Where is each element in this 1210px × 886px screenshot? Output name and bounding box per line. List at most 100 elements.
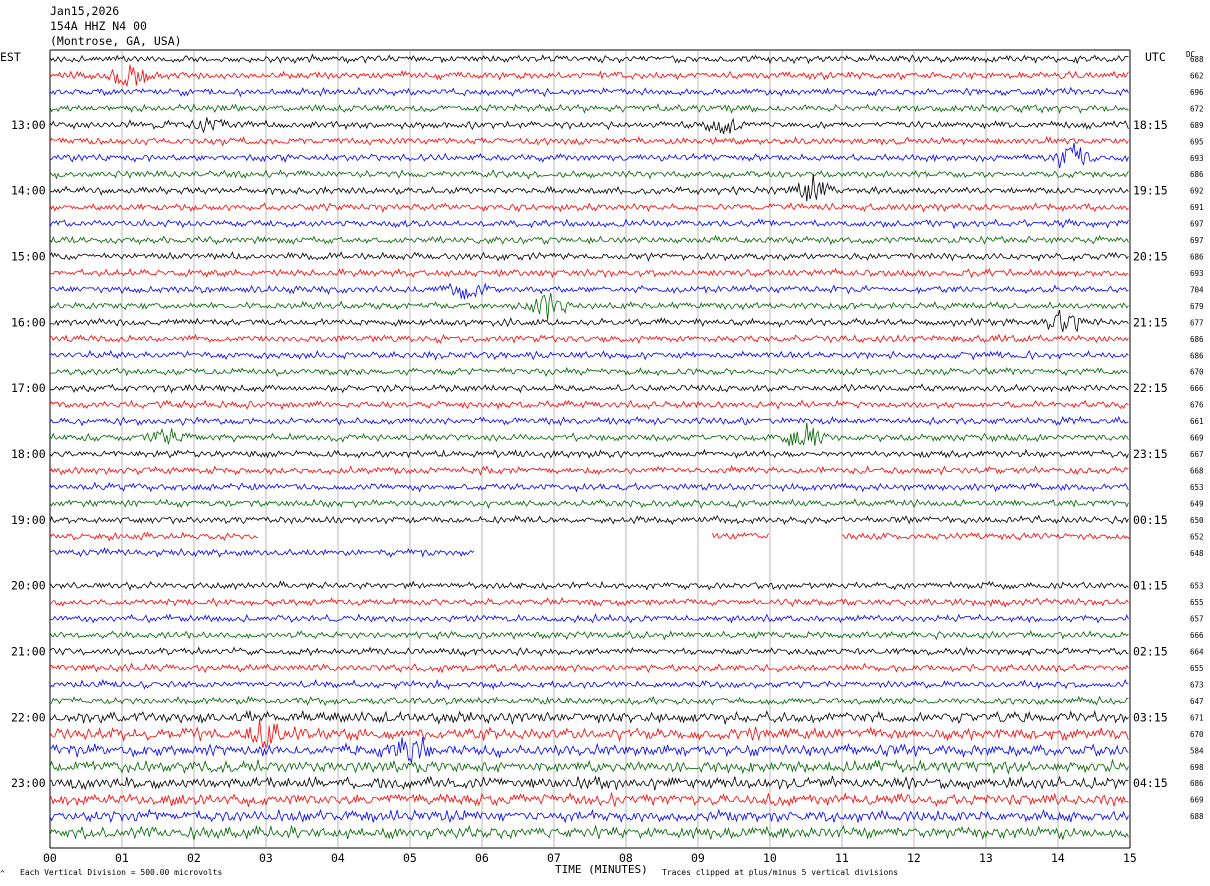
trace-row-5	[49, 135, 1129, 147]
x-tick-label: 02	[187, 851, 201, 865]
minute-grid	[49, 49, 1131, 849]
right-hour-label: 04:15	[1133, 776, 1168, 790]
dc-value: 666	[1190, 384, 1204, 393]
trace-row-43	[49, 758, 1129, 775]
x-tick-label: 12	[907, 851, 921, 865]
trace-row-32	[49, 580, 1129, 591]
right-hour-label: 23:15	[1133, 447, 1168, 461]
right-hour-label: 19:15	[1133, 184, 1168, 198]
seismic-traces	[49, 53, 1131, 841]
trace-row-1	[49, 64, 1129, 87]
dc-value: 696	[1190, 88, 1204, 97]
trace-row-34	[49, 613, 1129, 624]
left-hour-label: 23:00	[11, 776, 46, 790]
trace-row-22	[49, 415, 1129, 427]
trace-row-17	[49, 333, 1129, 344]
dc-value: 686	[1190, 335, 1204, 344]
dc-value: 661	[1190, 417, 1204, 426]
trace-row-7	[49, 169, 1129, 180]
trace-row-29	[712, 532, 769, 540]
right-hour-label: 21:15	[1133, 315, 1168, 329]
scale-note: Each Vertical Division = 500.00 microvol…	[20, 868, 222, 877]
dc-value: 652	[1190, 532, 1204, 541]
dc-value: 672	[1190, 104, 1204, 113]
header-date: Jan15,2026	[50, 4, 119, 18]
x-axis-label: TIME (MINUTES)	[555, 863, 648, 876]
trace-row-19	[49, 366, 1129, 378]
trace-row-16	[49, 309, 1129, 333]
left-hour-label: 13:00	[11, 118, 46, 132]
trace-row-6	[49, 142, 1129, 169]
left-hour-label: 20:00	[11, 579, 46, 593]
trace-row-21	[49, 399, 1129, 411]
trace-row-15	[49, 292, 1129, 321]
trace-row-10	[49, 218, 1129, 230]
trace-row-39	[49, 695, 1129, 707]
x-tick-label: 09	[691, 851, 705, 865]
dc-value: 662	[1190, 71, 1204, 80]
dc-value: 676	[1190, 401, 1204, 410]
trace-row-8	[49, 173, 1129, 202]
trace-row-44	[49, 775, 1129, 791]
dc-value: 697	[1190, 236, 1204, 245]
trace-row-28	[49, 514, 1129, 526]
right-hour-label: 01:15	[1133, 579, 1168, 593]
dc-value: 647	[1190, 697, 1204, 706]
dc-value: 692	[1190, 187, 1204, 196]
right-hour-label: 00:15	[1133, 513, 1168, 527]
trace-row-0	[49, 53, 1129, 65]
dc-value: 688	[1190, 812, 1204, 821]
dc-value: 677	[1190, 318, 1204, 327]
axis-labels: 00 01 02 03 04 05 06 07 08 09 10 11 12 13 14 15 688 662 69…	[11, 55, 1204, 865]
dc-value: 691	[1190, 203, 1204, 212]
right-hour-label: 18:15	[1133, 118, 1168, 132]
trace-row-26	[49, 481, 1129, 493]
x-tick-label: 11	[835, 851, 849, 865]
dc-value: 693	[1190, 269, 1204, 278]
trace-row-33	[49, 597, 1129, 608]
dc-value: 689	[1190, 121, 1204, 130]
header-station: 154A HHZ N4 00	[50, 19, 147, 33]
dc-value: 653	[1190, 582, 1204, 591]
trace-row-27	[49, 498, 1129, 509]
dc-value: 653	[1190, 483, 1204, 492]
right-hour-label: 02:15	[1133, 645, 1168, 659]
corner-mark: ^	[0, 869, 5, 878]
trace-row-9	[49, 202, 1129, 213]
dc-value: 671	[1190, 713, 1204, 722]
dc-value: 669	[1190, 796, 1204, 805]
dc-value: 686	[1190, 170, 1204, 179]
x-tick-label: 10	[763, 851, 777, 865]
dc-value: 670	[1190, 368, 1204, 377]
trace-row-2	[49, 86, 1129, 98]
trace-row-41	[49, 719, 1129, 750]
dc-value: 679	[1190, 302, 1204, 311]
left-hour-label: 17:00	[11, 381, 46, 395]
left-hour-label: 15:00	[11, 250, 46, 264]
trace-row-37	[49, 662, 1129, 674]
dc-value: 648	[1190, 549, 1204, 558]
x-tick-label: 14	[1051, 851, 1065, 865]
right-zone-label: UTC	[1145, 50, 1166, 64]
dc-value: 673	[1190, 680, 1204, 689]
left-hour-label: 18:00	[11, 447, 46, 461]
trace-row-29	[841, 532, 1131, 541]
left-zone-label: EST	[0, 50, 21, 64]
trace-row-46	[49, 808, 1129, 824]
x-tick-label: 04	[331, 851, 345, 865]
x-tick-label: 15	[1123, 851, 1137, 865]
dc-value: 686	[1190, 779, 1204, 788]
clip-note: Traces clipped at plus/minus 5 vertical …	[662, 868, 898, 877]
x-tick-label: 08	[619, 851, 633, 865]
dc-value: 666	[1190, 631, 1204, 640]
trace-row-40	[49, 709, 1129, 725]
dc-value: 686	[1190, 351, 1204, 360]
dc-value: 664	[1190, 648, 1204, 657]
trace-row-25	[49, 464, 1129, 476]
left-hour-label: 22:00	[11, 710, 46, 724]
dc-value: 697	[1190, 220, 1204, 229]
trace-row-20	[49, 383, 1129, 394]
dc-value: 669	[1190, 434, 1204, 443]
x-tick-label: 06	[475, 851, 489, 865]
